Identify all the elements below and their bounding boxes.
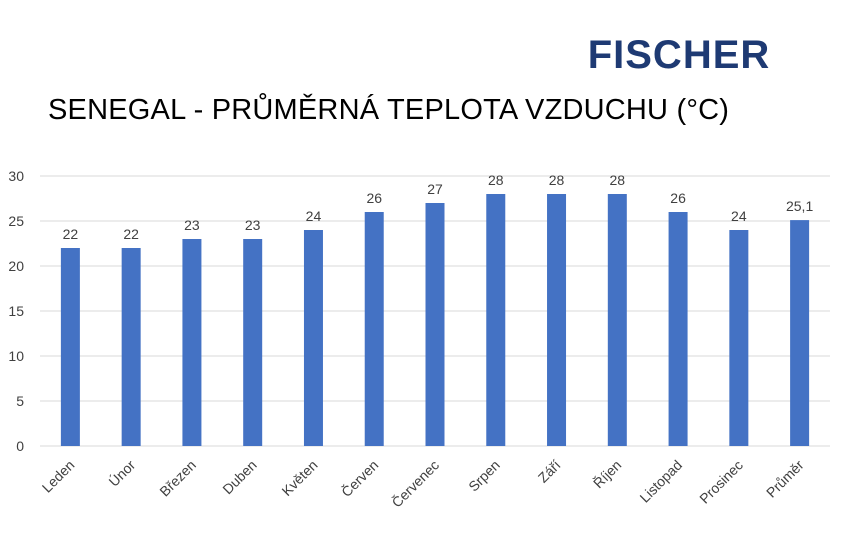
bar <box>303 230 323 446</box>
x-tick-label: Červen <box>338 457 381 500</box>
fischer-logo: FISCHER <box>588 33 771 77</box>
bar <box>425 203 445 446</box>
x-axis-tick-labels: Leden Únor Březen Duben Květen Červen Červenec… <box>39 457 807 511</box>
bar <box>182 239 202 446</box>
data-label: 23 <box>245 217 261 233</box>
x-tick-label: Září <box>535 457 564 486</box>
bar <box>607 194 627 446</box>
data-label: 22 <box>63 226 79 242</box>
x-tick-label: Únor <box>105 457 138 490</box>
bar <box>121 248 141 446</box>
bar <box>547 194 567 446</box>
bar <box>729 230 749 446</box>
bar <box>668 212 688 446</box>
bar <box>790 220 810 446</box>
data-label: 28 <box>610 172 626 188</box>
bar <box>364 212 384 446</box>
data-label: 25,1 <box>786 198 813 214</box>
data-labels: 22 22 23 23 24 26 27 28 28 28 26 24 25,1 <box>63 172 814 242</box>
data-label: 26 <box>366 190 382 206</box>
x-tick-label: Listopad <box>636 457 685 506</box>
data-label: 27 <box>427 181 443 197</box>
bar <box>486 194 506 446</box>
chart-title: SENEGAL - PRŮMĚRNÁ TEPLOTA VZDUCHU (°C) <box>48 94 730 126</box>
x-tick-label: Srpen <box>465 457 503 495</box>
data-label: 28 <box>488 172 504 188</box>
x-tick-label: Říjen <box>590 457 624 491</box>
y-tick-label: 10 <box>8 348 24 364</box>
brand-logo-text: FISCHER <box>588 33 771 77</box>
x-tick-label: Průměr <box>763 457 807 501</box>
y-axis-tick-labels: 0 5 10 15 20 25 30 <box>8 168 24 454</box>
data-label: 28 <box>549 172 565 188</box>
y-tick-label: 30 <box>8 168 24 184</box>
x-tick-label: Prosinec <box>696 457 746 507</box>
y-tick-label: 15 <box>8 303 24 319</box>
bar <box>243 239 263 446</box>
x-tick-label: Leden <box>39 457 78 496</box>
data-label: 24 <box>306 208 322 224</box>
bar <box>60 248 80 446</box>
data-label: 22 <box>123 226 139 242</box>
x-tick-label: Červenec <box>388 457 442 511</box>
y-tick-label: 5 <box>16 393 24 409</box>
x-tick-label: Duben <box>219 457 259 497</box>
data-label: 23 <box>184 217 200 233</box>
x-tick-label: Březen <box>156 457 199 500</box>
data-label: 24 <box>731 208 747 224</box>
data-label: 26 <box>670 190 686 206</box>
bars <box>60 194 810 446</box>
y-tick-label: 25 <box>8 213 24 229</box>
y-tick-label: 20 <box>8 258 24 274</box>
x-tick-label: Květen <box>278 457 320 499</box>
y-tick-label: 0 <box>16 438 24 454</box>
